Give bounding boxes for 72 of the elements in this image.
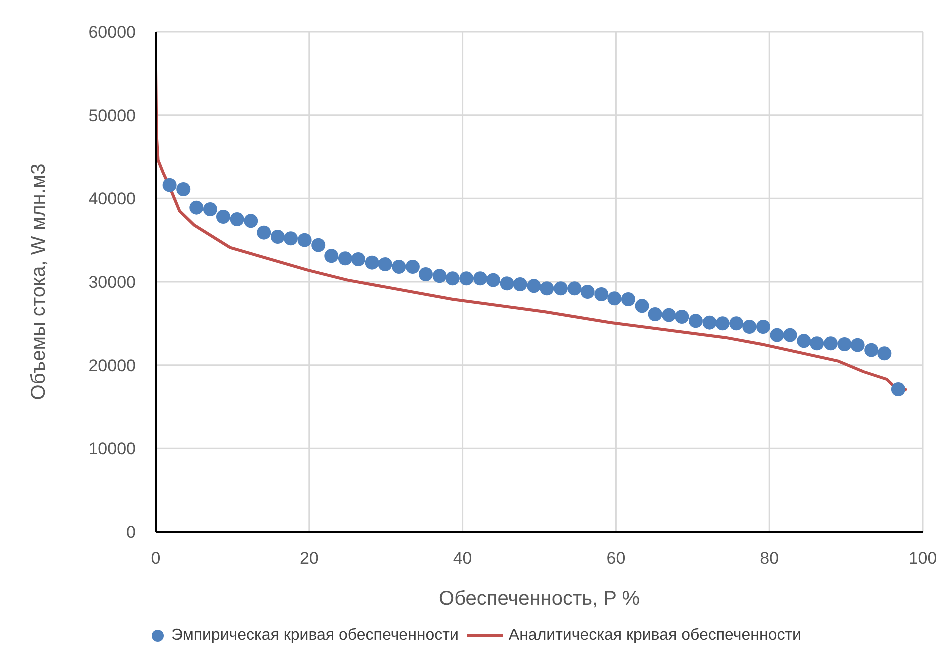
y-tick-label: 60000 — [88, 23, 136, 42]
point — [770, 328, 784, 342]
point — [406, 260, 420, 274]
point — [730, 316, 744, 331]
point — [864, 343, 879, 358]
point — [365, 256, 380, 270]
y-tick-label: 40000 — [88, 190, 136, 209]
point — [540, 282, 554, 296]
point — [392, 260, 406, 274]
y-tick-label: 0 — [126, 523, 136, 542]
point — [284, 232, 298, 246]
point — [662, 308, 676, 322]
point — [797, 334, 812, 348]
point — [756, 320, 770, 334]
point — [298, 233, 312, 248]
x-tick-label: 20 — [300, 549, 319, 568]
y-tick-label: 30000 — [88, 273, 136, 292]
point — [162, 178, 177, 192]
point — [716, 316, 730, 331]
point — [513, 278, 528, 292]
y-tick-label: 50000 — [88, 106, 136, 126]
point — [216, 210, 230, 224]
point — [244, 214, 258, 228]
point — [176, 182, 191, 196]
point — [742, 320, 757, 334]
point — [432, 269, 447, 284]
point — [621, 292, 636, 306]
x-tick-label: 80 — [760, 549, 780, 568]
x-tick-label: 100 — [908, 549, 938, 568]
point — [486, 273, 500, 288]
point — [891, 382, 906, 396]
x-axis-title: Обеспеченность, P % — [439, 588, 640, 610]
point — [203, 202, 218, 216]
point — [554, 282, 568, 296]
y-tick-label: 20000 — [88, 356, 136, 376]
point — [568, 282, 582, 296]
point — [257, 226, 272, 240]
point — [351, 252, 366, 266]
point — [608, 292, 622, 306]
point — [850, 338, 865, 352]
point — [824, 336, 838, 351]
point — [473, 272, 488, 286]
point — [594, 288, 609, 302]
y-tick-label: 10000 — [88, 440, 136, 459]
point — [635, 299, 650, 314]
point — [378, 258, 392, 272]
point — [230, 212, 244, 226]
point — [446, 272, 460, 286]
point — [527, 279, 542, 294]
point — [810, 336, 824, 351]
point — [460, 272, 474, 286]
legend-label: Эмпирическая кривая обеспеченности — [172, 627, 459, 645]
y-axis-title: Объемы стока, W млн.м3 — [28, 164, 50, 400]
point — [688, 314, 703, 328]
point — [580, 285, 595, 299]
point — [648, 308, 662, 322]
point — [500, 276, 514, 291]
point — [702, 316, 717, 330]
point — [418, 268, 433, 282]
point — [878, 346, 892, 361]
point — [338, 252, 352, 266]
point — [783, 328, 798, 342]
legend-label: Аналитическая кривая обеспеченности — [508, 627, 802, 645]
point — [324, 249, 339, 264]
x-tick-label: 60 — [606, 549, 626, 568]
point — [838, 338, 852, 352]
point — [190, 200, 204, 215]
point — [270, 230, 285, 244]
x-tick-label: 40 — [453, 549, 472, 568]
point — [675, 310, 690, 324]
x-tick-label: 0 — [151, 549, 161, 568]
point — [312, 238, 326, 252]
